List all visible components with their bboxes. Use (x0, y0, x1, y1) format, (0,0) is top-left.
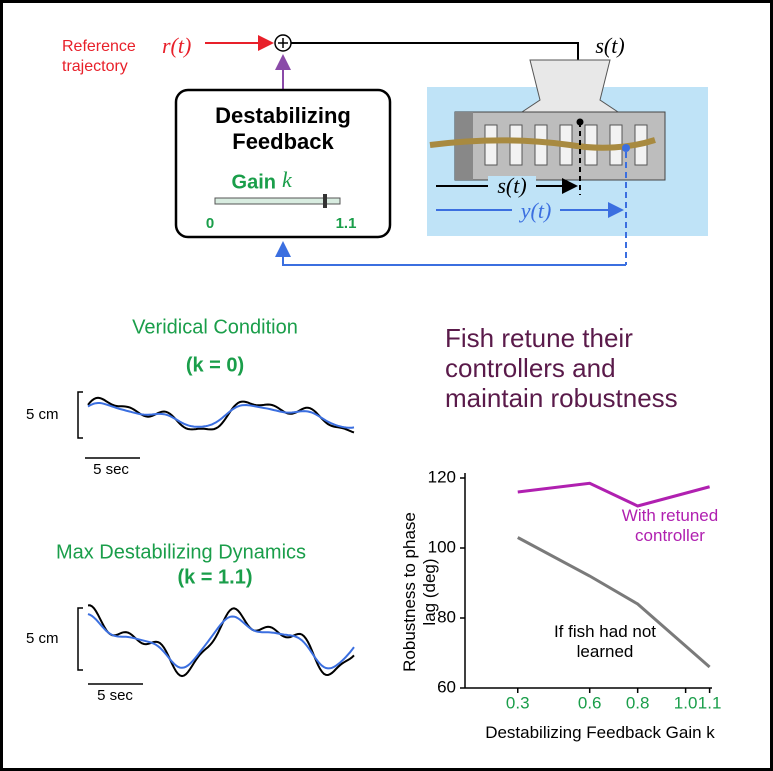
fish-dot (622, 144, 630, 152)
trace (88, 398, 354, 433)
x-tick-label: 0.6 (578, 693, 602, 712)
series-label: If fish had not learned (545, 622, 665, 662)
panel-condition: (k = 0) (186, 354, 244, 376)
y-tick-label: 120 (428, 467, 456, 486)
panel-title: Veridical Condition (132, 316, 298, 338)
panel-title: Max Destabilizing Dynamics (56, 541, 306, 563)
figure: Referencetrajectory r(t) s(t) Destabiliz… (0, 0, 773, 771)
gain-min: 0 (206, 215, 214, 232)
message-line: controllers and (445, 353, 616, 383)
gain-symbol: k (282, 167, 293, 192)
gain-label: Gain (232, 171, 276, 193)
scale-bracket (78, 608, 83, 670)
panel-condition: (k = 1.1) (177, 566, 252, 588)
message-line: Fish retune their (445, 323, 633, 353)
scale-y: 5 cm (26, 406, 59, 423)
tank-s-symbol: s(t) (497, 173, 526, 198)
y-axis-label: Robustness to phase lag (deg) (400, 507, 440, 677)
trace (88, 614, 354, 668)
scale-y: 5 cm (26, 630, 59, 647)
trace (88, 605, 354, 676)
message-line: maintain robustness (445, 383, 678, 413)
slider-knob (323, 194, 327, 208)
tank-y-symbol: y(t) (519, 198, 552, 223)
x-tick-label: 0.8 (626, 693, 650, 712)
feedback-title: Feedback (232, 129, 334, 154)
output-symbol: s(t) (595, 33, 624, 58)
series-label: With retuned controller (605, 506, 735, 546)
scale-x: 5 sec (97, 687, 133, 704)
slider (215, 198, 340, 204)
gain-max: 1.1 (336, 215, 357, 232)
marker-dot (577, 119, 584, 126)
scale-x: 5 sec (93, 461, 129, 478)
x-tick-label: 0.3 (506, 693, 530, 712)
refuge-end (455, 112, 473, 180)
scale-bracket (78, 392, 83, 438)
feedback-title: Destabilizing (215, 103, 351, 128)
x-tick-label: 1.1 (698, 693, 722, 712)
holder (522, 60, 618, 112)
x-tick-label: 1.0 (674, 693, 698, 712)
reference-symbol: r(t) (162, 33, 191, 58)
y-tick-label: 60 (437, 677, 456, 696)
x-axis-label: Destabilizing Feedback Gain k (435, 723, 765, 743)
arrow (283, 243, 626, 265)
series-line (518, 483, 710, 506)
